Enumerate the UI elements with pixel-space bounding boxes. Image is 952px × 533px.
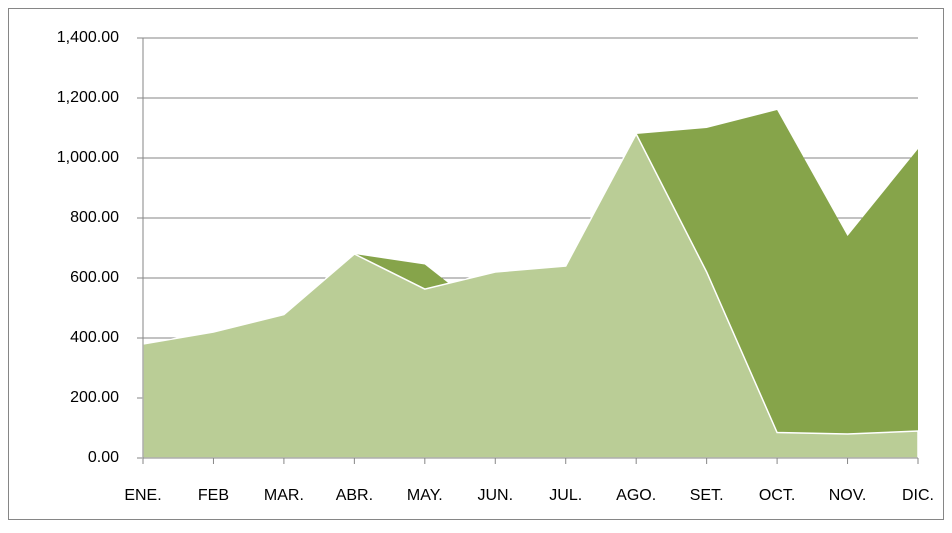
x-tick-label: MAR.	[264, 487, 304, 504]
y-tick-label: 200.00	[70, 389, 119, 406]
x-tick-label: MAY.	[407, 487, 443, 504]
area	[142, 132, 919, 459]
x-tick-label: JUN.	[477, 487, 513, 504]
y-tick-label: 800.00	[70, 209, 119, 226]
y-tick-label: 0.00	[88, 449, 119, 466]
y-tick-label: 1,400.00	[57, 29, 119, 46]
y-tick-label: 400.00	[70, 329, 119, 346]
x-tick-label: OCT.	[759, 487, 795, 504]
y-tick-label: 1,200.00	[57, 89, 119, 106]
x-tick-label: ENE.	[124, 487, 161, 504]
y-tick-label: 600.00	[70, 269, 119, 286]
x-tick-label: SET.	[690, 487, 724, 504]
y-tick-label: 1,000.00	[57, 149, 119, 166]
x-tick-label: FEB	[198, 487, 229, 504]
x-tick-label: NOV.	[829, 487, 867, 504]
x-tick-label: DIC.	[902, 487, 934, 504]
x-tick-label: AGO.	[616, 487, 656, 504]
x-tick-label: JUL.	[549, 487, 582, 504]
x-tick-label: ABR.	[336, 487, 373, 504]
